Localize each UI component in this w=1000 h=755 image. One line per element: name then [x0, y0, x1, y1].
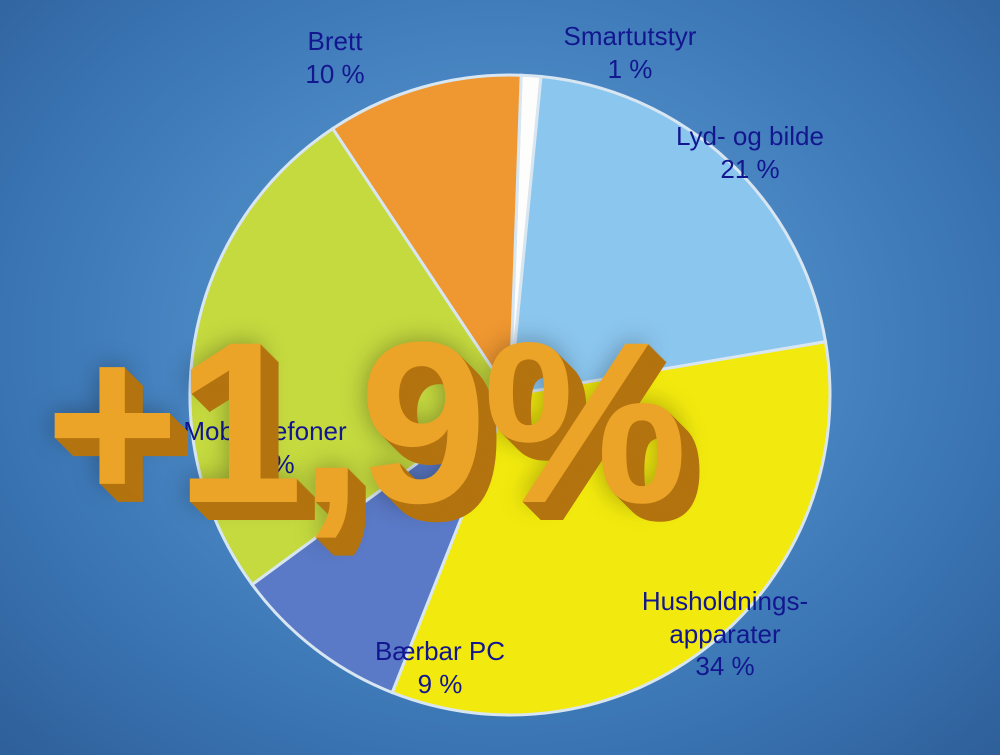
- pie-slice-label: Lyd- og bilde 21 %: [676, 120, 824, 185]
- pie-slice-label: Brett 10 %: [305, 25, 364, 90]
- pie-slice-label: Smartutstyr 1 %: [564, 20, 697, 85]
- pie-slice-label: Husholdnings- apparater 34 %: [642, 585, 808, 683]
- pie-slice-label: Bærbar PC 9 %: [375, 635, 505, 700]
- pie-slice-label: Mobiltelefoner 26 %: [183, 415, 346, 480]
